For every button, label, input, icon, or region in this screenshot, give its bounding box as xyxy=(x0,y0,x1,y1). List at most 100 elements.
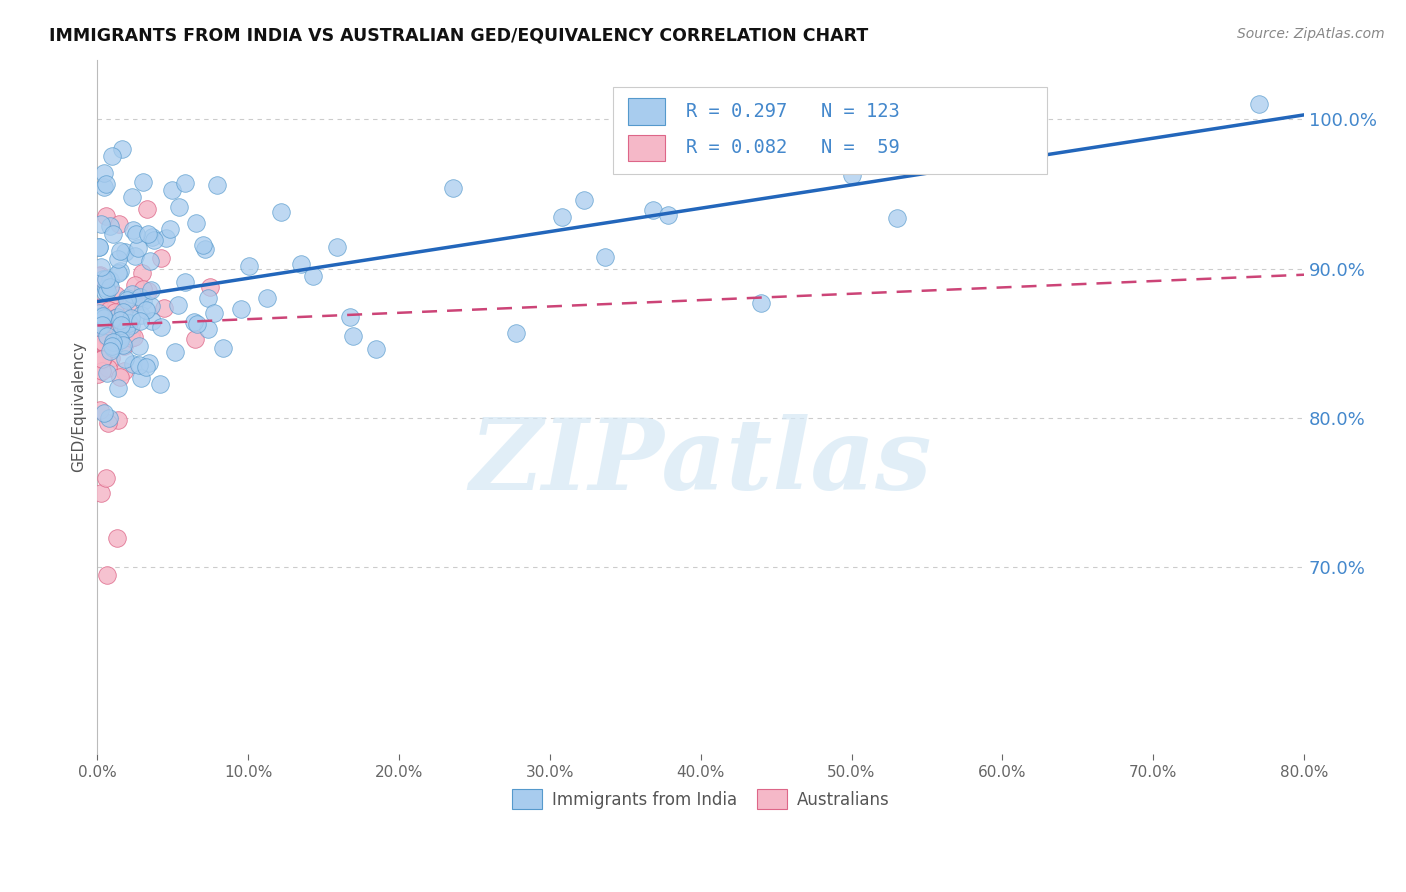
Point xyxy=(120,326,142,340)
Point xyxy=(231,301,253,316)
Point xyxy=(121,223,143,237)
Point xyxy=(129,290,152,304)
Point xyxy=(94,177,117,191)
Point xyxy=(91,334,114,349)
Point xyxy=(339,310,361,324)
Point xyxy=(159,222,181,236)
Point xyxy=(100,149,122,163)
Point xyxy=(100,351,122,365)
Point xyxy=(101,341,124,355)
Point xyxy=(94,329,117,343)
Text: R = 0.297   N = 123: R = 0.297 N = 123 xyxy=(686,103,900,121)
Point xyxy=(111,338,134,352)
Point xyxy=(131,282,153,296)
Point xyxy=(89,351,111,366)
Point xyxy=(184,216,207,230)
Point xyxy=(122,295,145,310)
Point xyxy=(94,322,117,336)
Point xyxy=(89,485,111,500)
Point xyxy=(1247,97,1270,112)
Point xyxy=(167,200,190,214)
Point xyxy=(593,250,616,264)
Point xyxy=(441,180,464,194)
Point xyxy=(93,336,115,351)
Point xyxy=(121,318,143,332)
Point xyxy=(90,217,112,231)
Point xyxy=(166,298,188,312)
Point xyxy=(111,305,134,319)
Point xyxy=(98,279,121,293)
Point xyxy=(132,294,155,309)
Point xyxy=(173,176,195,190)
Y-axis label: GED/Equivalency: GED/Equivalency xyxy=(72,342,86,473)
Legend: Immigrants from India, Australians: Immigrants from India, Australians xyxy=(505,783,896,815)
Point xyxy=(108,217,131,231)
Point xyxy=(915,122,938,136)
Text: Source: ZipAtlas.com: Source: ZipAtlas.com xyxy=(1237,27,1385,41)
Point xyxy=(193,238,215,252)
Point xyxy=(643,202,665,217)
Point xyxy=(89,301,111,315)
Point xyxy=(108,313,131,327)
Point xyxy=(138,254,160,268)
Point xyxy=(128,314,150,328)
Point xyxy=(342,329,364,343)
Point xyxy=(132,175,155,189)
Point xyxy=(111,143,134,157)
Point xyxy=(93,324,115,338)
Point xyxy=(96,329,118,343)
Point xyxy=(121,190,143,204)
Point xyxy=(174,275,197,289)
Point xyxy=(256,291,278,305)
Point xyxy=(183,315,205,329)
Point xyxy=(98,273,121,287)
Point xyxy=(657,208,679,222)
Point xyxy=(104,310,127,325)
Point xyxy=(197,322,219,336)
Point xyxy=(104,325,127,339)
Text: IMMIGRANTS FROM INDIA VS AUSTRALIAN GED/EQUIVALENCY CORRELATION CHART: IMMIGRANTS FROM INDIA VS AUSTRALIAN GED/… xyxy=(49,27,869,45)
Text: ZIPatlas: ZIPatlas xyxy=(470,414,932,511)
Point xyxy=(117,316,139,330)
Point xyxy=(150,251,173,265)
Bar xyxy=(628,98,665,125)
Point xyxy=(127,241,149,255)
Point xyxy=(141,313,163,327)
Point xyxy=(96,366,118,380)
Point xyxy=(212,341,235,355)
Point xyxy=(87,312,110,326)
Point xyxy=(93,315,115,329)
Point xyxy=(96,284,118,298)
Point xyxy=(93,166,115,180)
Point xyxy=(326,240,349,254)
Point xyxy=(141,230,163,244)
Point xyxy=(121,287,143,301)
Point xyxy=(107,252,129,267)
Point xyxy=(107,413,129,427)
Point xyxy=(184,332,207,346)
Point xyxy=(364,342,387,356)
Point xyxy=(97,303,120,318)
Point xyxy=(87,268,110,283)
Point xyxy=(90,318,112,332)
Point xyxy=(90,352,112,367)
Point xyxy=(104,287,127,301)
Point xyxy=(122,330,145,344)
Point xyxy=(87,305,110,319)
Point xyxy=(87,240,110,254)
Point xyxy=(163,345,186,359)
Point xyxy=(105,531,128,545)
Point xyxy=(136,202,159,216)
Point xyxy=(100,316,122,330)
Point xyxy=(89,301,111,315)
Point xyxy=(97,361,120,376)
Point xyxy=(93,180,115,194)
Point xyxy=(98,344,121,359)
Point xyxy=(135,359,157,374)
Point xyxy=(104,301,127,315)
Point xyxy=(91,364,114,378)
Point xyxy=(96,568,118,582)
Point xyxy=(89,276,111,290)
Point xyxy=(946,125,969,139)
Point xyxy=(198,280,221,294)
